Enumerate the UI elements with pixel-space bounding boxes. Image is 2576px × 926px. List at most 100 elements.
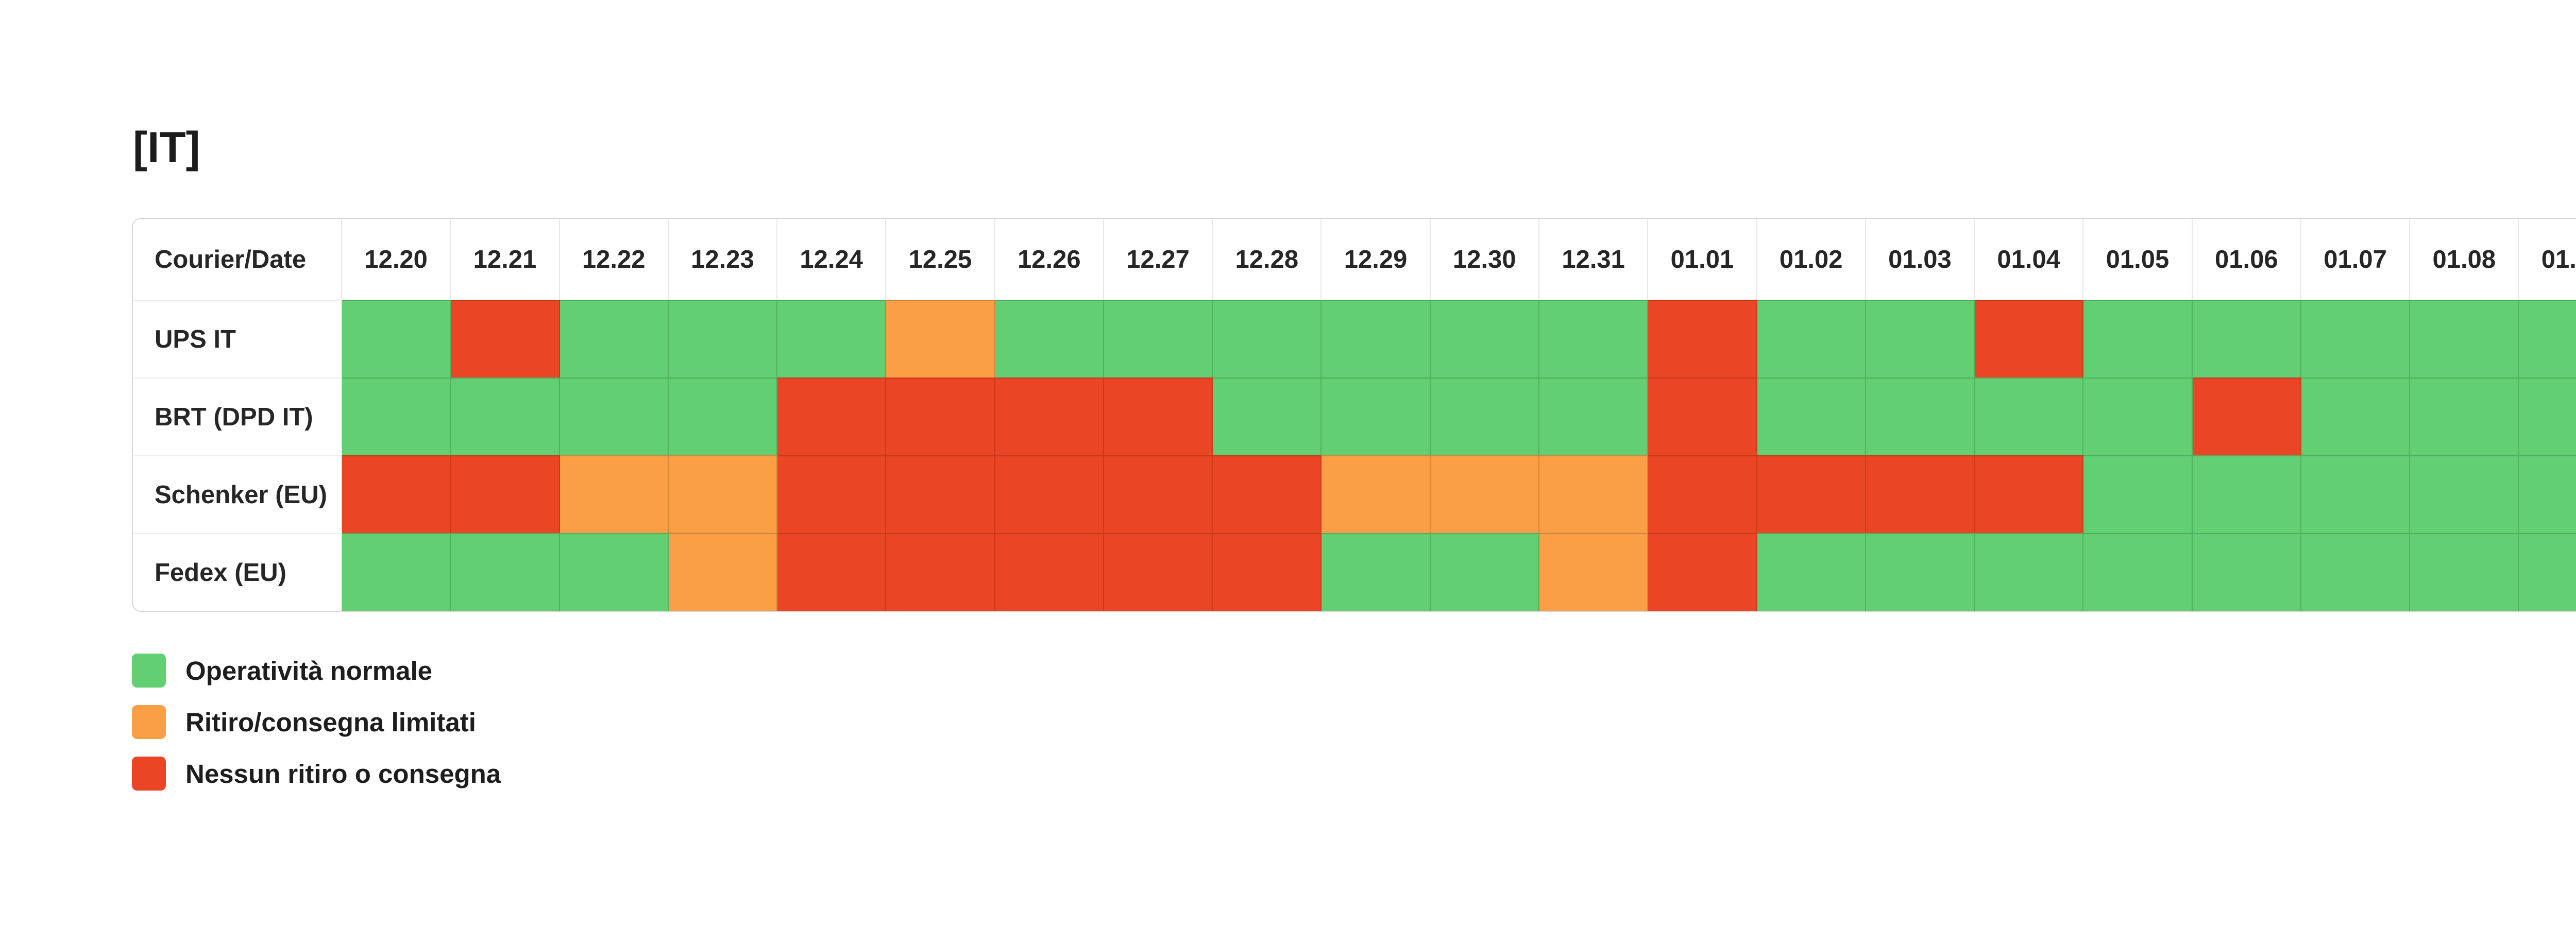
status-cell [1539,455,1649,533]
status-cell [560,378,669,455]
date-header-cell: 12.24 [777,219,887,300]
status-cell [1975,533,2084,611]
legend-swatch-none [132,757,166,791]
date-header-cell: 01.03 [1866,219,1975,300]
status-cell [2519,378,2576,455]
status-cell [1648,455,1757,533]
date-header-cell: 01.02 [1757,219,1866,300]
heatmap-table: Courier/Date 12.20 12.21 12.22 12.23 12.24 12… [132,218,2576,612]
status-cell [1975,378,2084,455]
status-cell [668,533,778,611]
status-cell [342,378,451,455]
status-cell [995,533,1104,611]
status-cell [1648,533,1757,611]
status-cell [1430,533,1539,611]
status-cell [777,300,887,378]
date-header-cell: 12.31 [1539,219,1649,300]
status-cell [1104,378,1213,455]
status-cell [2301,378,2411,455]
status-cell [995,455,1104,533]
status-cell [1866,533,1975,611]
status-cell [1104,533,1213,611]
status-cell [1321,378,1431,455]
status-cell [1757,533,1866,611]
status-cell [1866,455,1975,533]
status-cell [1757,378,1866,455]
status-cell [886,300,995,378]
status-cell [1104,455,1213,533]
status-cell [451,378,560,455]
date-header-cell: 12.23 [668,219,778,300]
legend-item: Ritiro/consegna limitati [132,705,501,739]
date-header-cell: 01.09 [2519,219,2576,300]
date-header-cell: 12.28 [1213,219,1322,300]
status-cell [1648,378,1757,455]
status-cell [995,378,1104,455]
status-cell [342,533,451,611]
status-cell [1866,378,1975,455]
status-cell [2519,533,2576,611]
status-cell [1321,455,1431,533]
status-cell [2083,300,2193,378]
status-cell [1975,455,2084,533]
legend-swatch-normal [132,654,166,688]
status-cell [1430,378,1539,455]
date-header-cell: 12.22 [560,219,669,300]
status-cell [2519,300,2576,378]
legend: Operatività normale Ritiro/consegna limit… [132,654,501,808]
status-cell [1975,300,2084,378]
status-cell [1539,300,1649,378]
status-cell [342,455,451,533]
date-header-cell: 12.21 [451,219,560,300]
status-cell [2410,533,2519,611]
status-cell [886,455,995,533]
status-cell [1321,300,1431,378]
legend-label: Ritiro/consegna limitati [185,707,476,737]
status-cell [2410,455,2519,533]
date-header-cell: 01.08 [2410,219,2519,300]
legend-swatch-limited [132,705,166,739]
status-cell [1104,300,1213,378]
status-cell [886,378,995,455]
status-cell [1757,300,1866,378]
status-cell [451,455,560,533]
status-cell [560,533,669,611]
status-cell [2083,533,2193,611]
courier-label-cell: Schenker (EU) [133,455,342,533]
courier-label-cell: Fedex (EU) [133,533,342,611]
status-cell [1213,455,1322,533]
status-cell [2192,533,2301,611]
date-header-cell: 01.06 [2192,219,2301,300]
status-cell [560,455,669,533]
date-header-cell: 12.25 [886,219,995,300]
date-header-cell: 01.07 [2301,219,2411,300]
status-cell [1213,300,1322,378]
status-cell [1539,378,1649,455]
status-cell [2519,455,2576,533]
status-cell [1213,378,1322,455]
status-cell [451,533,560,611]
status-cell [2083,455,2193,533]
legend-label: Nessun ritiro o consegna [185,759,501,788]
date-header-cell: 12.30 [1430,219,1539,300]
status-cell [2301,533,2411,611]
page-title: [IT] [133,123,200,172]
date-header-cell: 12.26 [995,219,1104,300]
legend-item: Operatività normale [132,654,501,688]
status-cell [342,300,451,378]
status-cell [2410,378,2519,455]
status-cell [1866,300,1975,378]
status-cell [777,378,887,455]
status-cell [2301,455,2411,533]
status-cell [777,455,887,533]
date-header-cell: 12.27 [1104,219,1213,300]
status-cell [995,300,1104,378]
status-cell [2301,300,2411,378]
status-cell [886,533,995,611]
status-cell [1430,300,1539,378]
status-cell [451,300,560,378]
date-header-cell: 12.29 [1321,219,1431,300]
status-cell [1757,455,1866,533]
status-cell [1648,300,1757,378]
status-cell [2192,455,2301,533]
